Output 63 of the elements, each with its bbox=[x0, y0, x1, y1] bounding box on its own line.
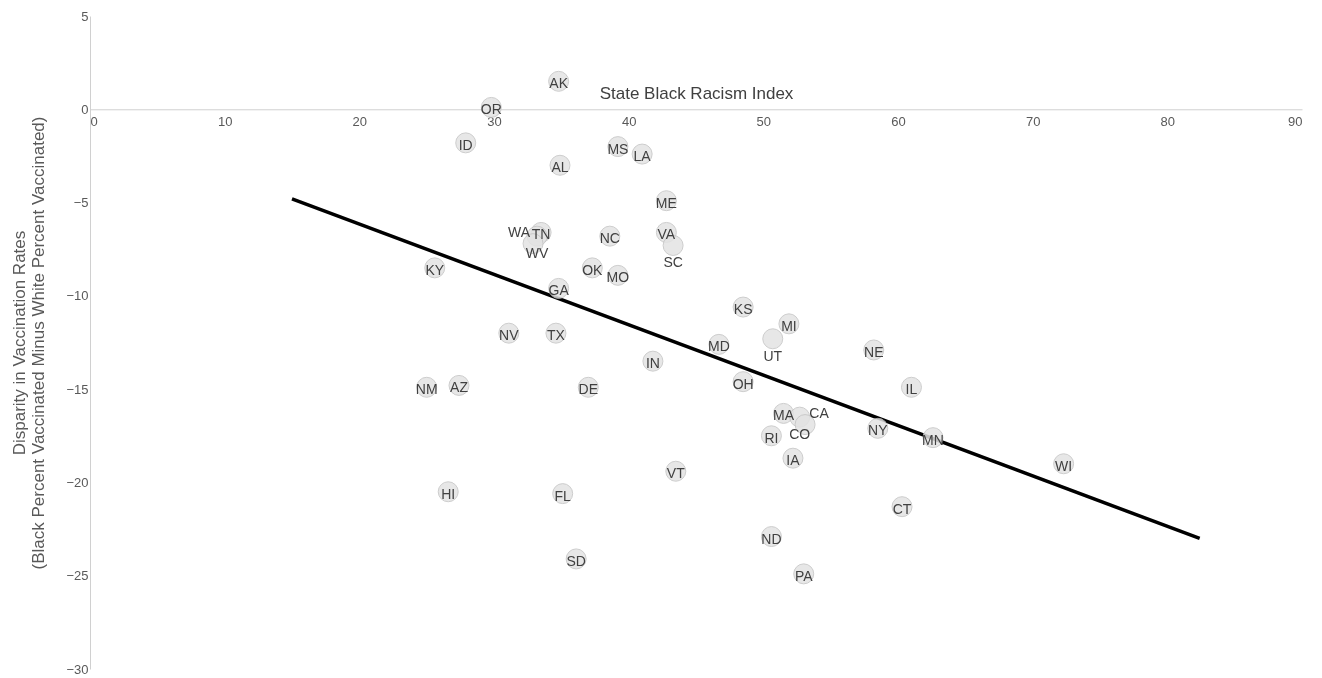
data-label: WV bbox=[525, 245, 550, 262]
data-label: WI bbox=[1055, 457, 1073, 474]
data-label: TX bbox=[547, 327, 566, 344]
data-label: KY bbox=[425, 261, 445, 278]
data-label: NM bbox=[415, 381, 438, 398]
y-tick-label: −10 bbox=[66, 288, 89, 304]
data-label: CT bbox=[892, 500, 912, 517]
data-label: AK bbox=[549, 75, 569, 92]
data-label: IA bbox=[786, 452, 801, 469]
data-label: FL bbox=[554, 487, 572, 504]
y-tick-label: 0 bbox=[81, 101, 89, 117]
data-label: NY bbox=[868, 422, 889, 439]
x-tick-label: 40 bbox=[621, 113, 637, 129]
data-label: NC bbox=[599, 230, 620, 247]
data-label: AL bbox=[551, 159, 569, 176]
data-label: ME bbox=[655, 194, 677, 211]
y-tick-label: −25 bbox=[66, 568, 89, 584]
data-label: CA bbox=[809, 404, 830, 421]
y-tick-label: 5 bbox=[81, 8, 89, 24]
data-label: IL bbox=[905, 381, 918, 398]
data-label: TN bbox=[531, 226, 551, 243]
data-label: MA bbox=[773, 407, 795, 424]
x-tick-label: 20 bbox=[352, 113, 368, 129]
data-label: MN bbox=[922, 431, 944, 448]
x-tick-label: 80 bbox=[1160, 113, 1176, 129]
y-tick-label: −20 bbox=[66, 474, 89, 490]
point bbox=[762, 328, 784, 350]
data-label: VA bbox=[657, 226, 676, 243]
data-label: NE bbox=[864, 343, 884, 360]
x-tick-label: 10 bbox=[217, 113, 233, 129]
data-label: DE bbox=[578, 381, 598, 398]
data-label: MD bbox=[708, 338, 730, 355]
data-label: OH bbox=[732, 375, 754, 392]
x-tick-label: 90 bbox=[1288, 113, 1303, 129]
x-tick-label: 50 bbox=[756, 113, 772, 129]
data-label: PA bbox=[794, 567, 814, 584]
y-tick-label: −5 bbox=[73, 195, 89, 211]
data-label: KS bbox=[733, 301, 753, 318]
data-label: UT bbox=[763, 347, 783, 364]
data-label: RI bbox=[764, 429, 779, 446]
y-tick-label: −15 bbox=[66, 381, 89, 397]
data-label: OK bbox=[582, 261, 604, 278]
data-label: MO bbox=[606, 269, 630, 286]
data-label: ID bbox=[458, 136, 473, 153]
y-axis-title: Disparity in Vaccination Rates (Black Percent Vaccinated Minus White Percent Vaccinated) bbox=[10, 116, 49, 570]
data-label: VT bbox=[666, 465, 686, 482]
x-tick-label: 60 bbox=[891, 113, 906, 129]
data-label: WA bbox=[508, 223, 531, 240]
data-label: SD bbox=[566, 552, 586, 569]
data-label: CO bbox=[789, 426, 811, 443]
x-tick-label: 70 bbox=[1025, 113, 1041, 129]
data-label: AZ bbox=[450, 379, 469, 396]
data-label: GA bbox=[548, 282, 570, 299]
data-label: MI bbox=[781, 317, 797, 334]
data-label: HI bbox=[441, 485, 456, 502]
y-tick-label: −30 bbox=[66, 661, 89, 677]
x-axis-title: State Black Racism Index bbox=[599, 83, 794, 103]
data-label: SC bbox=[663, 254, 683, 271]
data-label: MS bbox=[607, 140, 629, 157]
data-label: NV bbox=[499, 327, 520, 344]
data-label: IN bbox=[645, 355, 660, 372]
data-label: LA bbox=[633, 148, 652, 165]
data-label: ND bbox=[761, 530, 782, 547]
